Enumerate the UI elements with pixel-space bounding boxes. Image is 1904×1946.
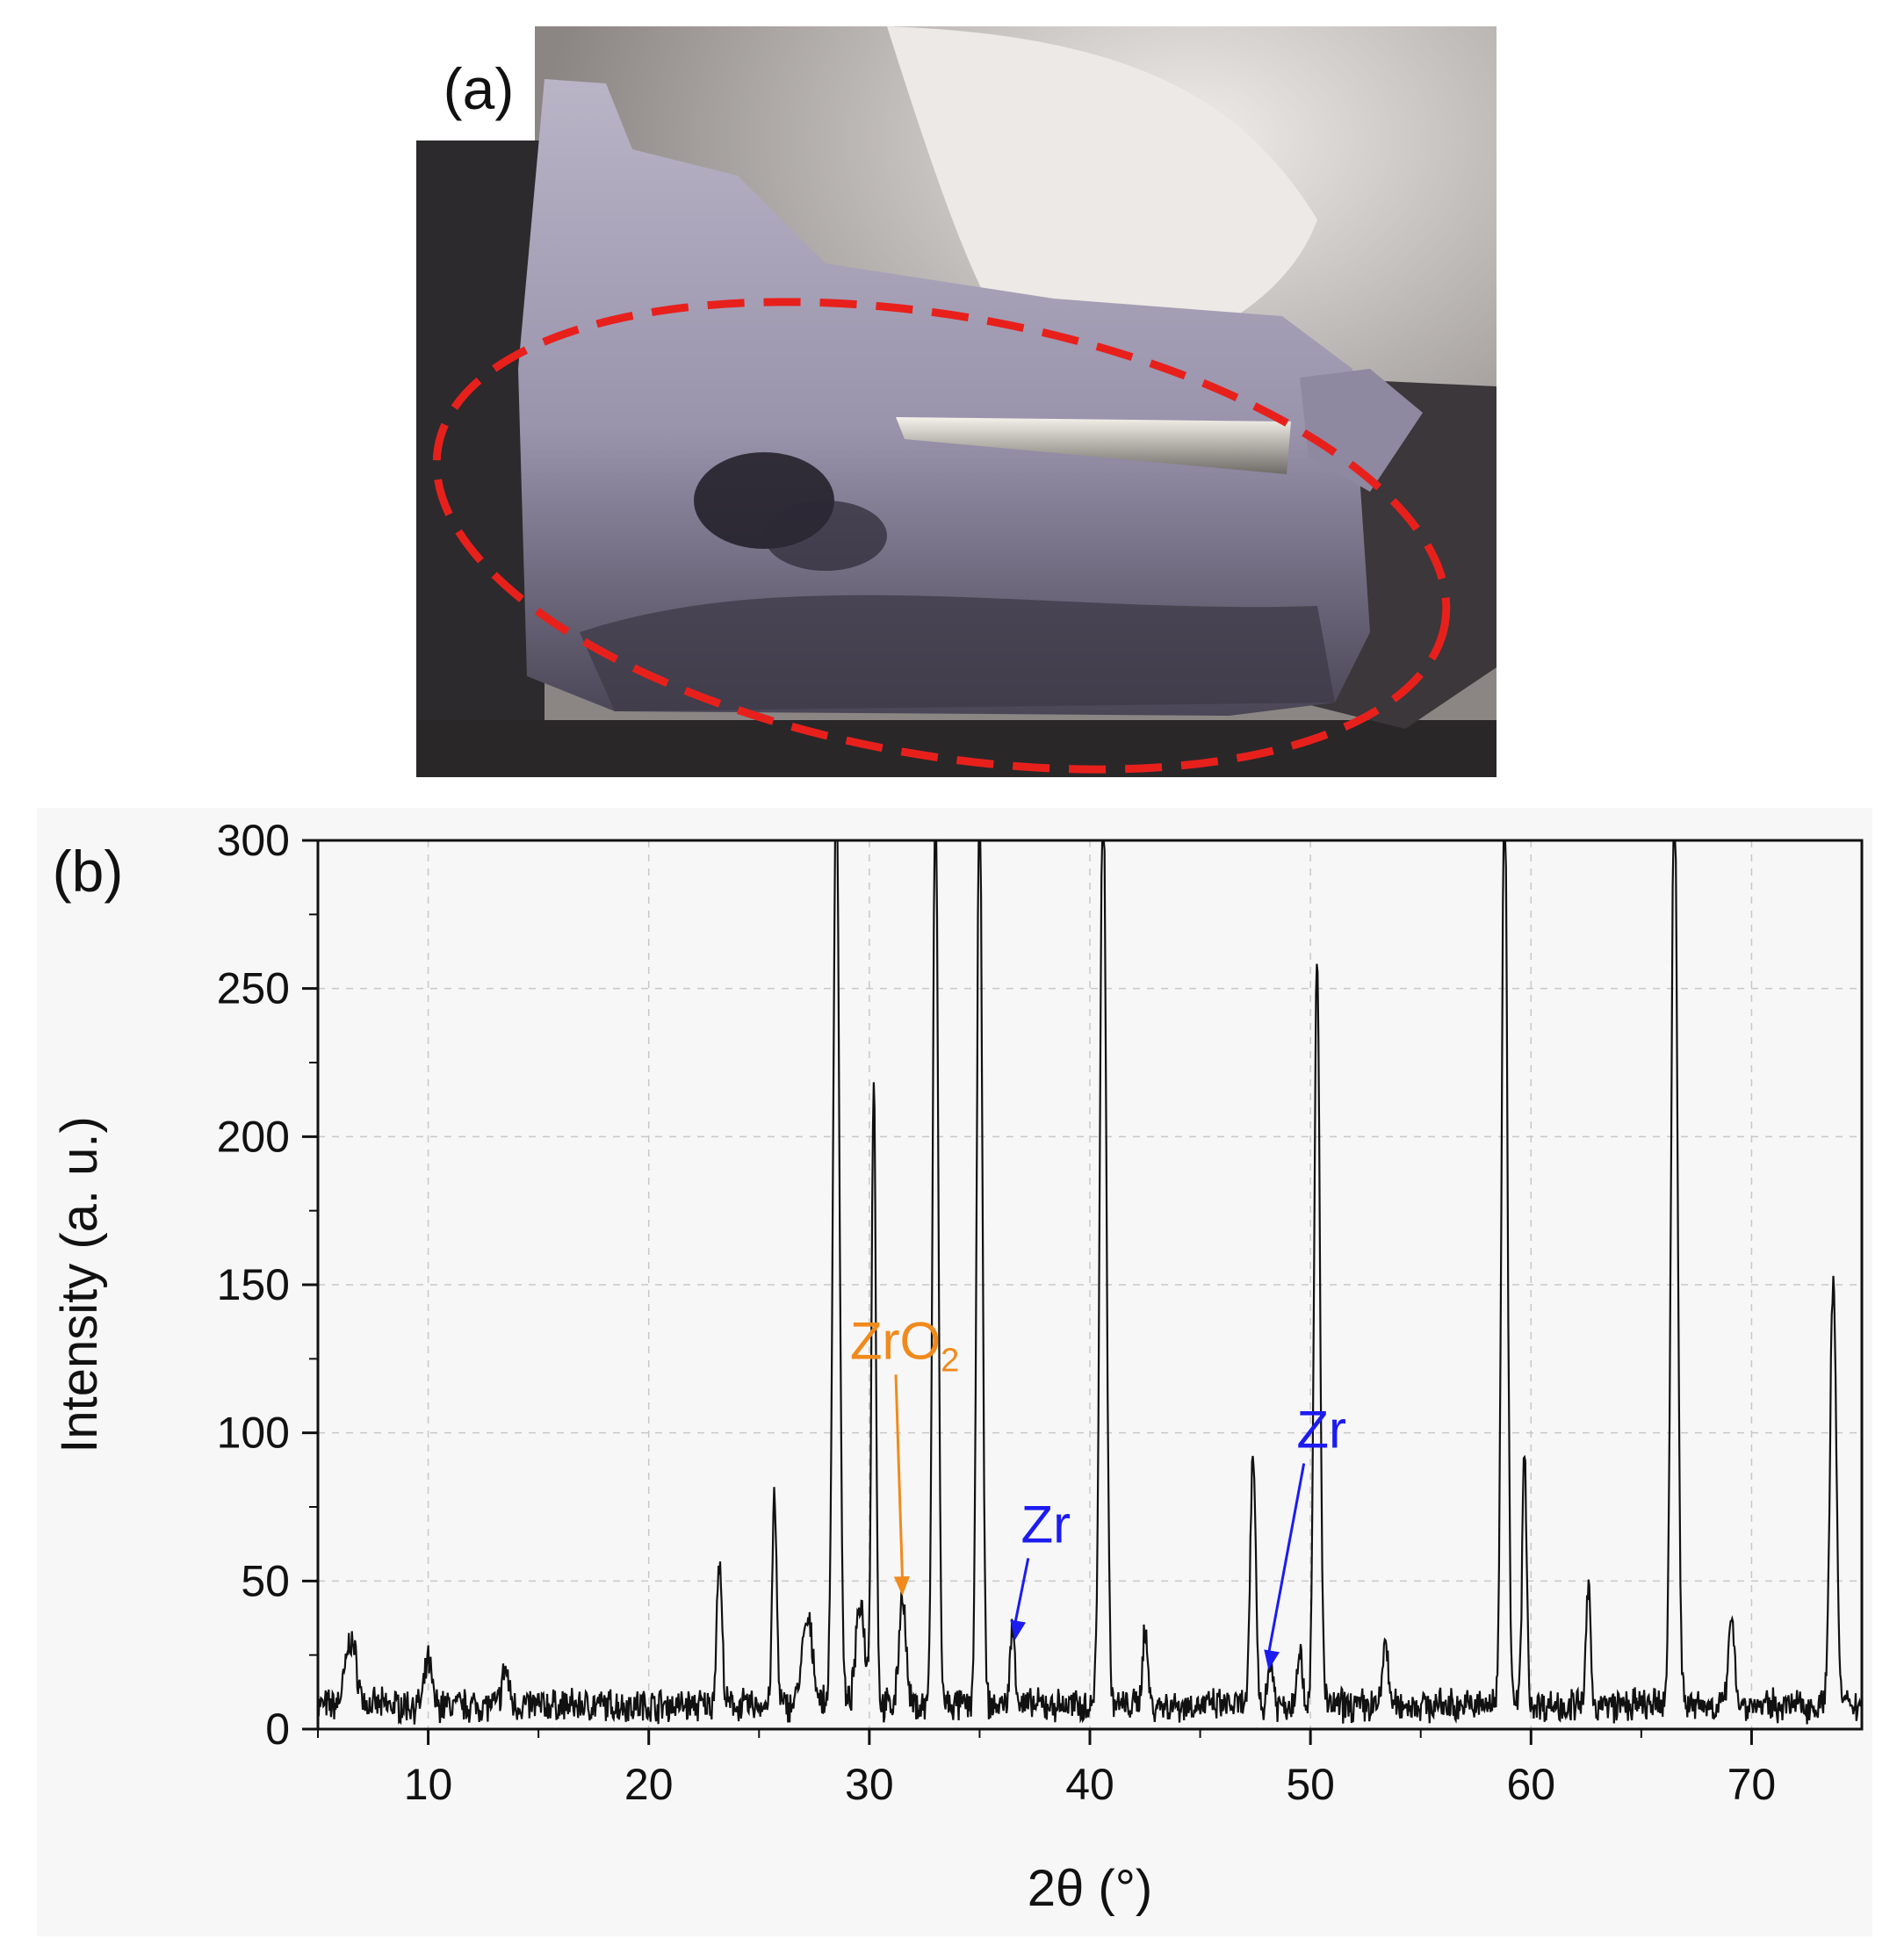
x-tick-label: 40 <box>1065 1760 1114 1809</box>
x-tick-label: 10 <box>404 1760 453 1809</box>
y-tick-label: 0 <box>265 1705 290 1754</box>
y-tick-label: 50 <box>241 1556 290 1605</box>
annotation-subscript: 2 <box>941 1342 959 1379</box>
sample-body <box>518 79 1370 716</box>
x-axis-label: 2θ (°) <box>1028 1860 1152 1917</box>
x-tick-label: 50 <box>1286 1760 1335 1809</box>
highlight-ellipse <box>432 298 1451 774</box>
annotation-arrowhead <box>1010 1619 1027 1640</box>
sample-shadow <box>580 595 1335 711</box>
annotation-arrowhead <box>1264 1649 1280 1670</box>
photo-label-box <box>416 26 535 141</box>
plot-frame <box>316 839 1864 1731</box>
panel-a-label: (a) <box>444 56 515 121</box>
annotation-arrow-line <box>894 1374 905 1581</box>
axis-ticks: 10 20 30 40 50 60 70 0 50 100 150 200 250 300 <box>217 816 1777 1809</box>
x-tick-label: 20 <box>624 1760 674 1809</box>
annotation-label: Zr <box>1296 1401 1346 1460</box>
y-tick-label: 100 <box>217 1409 290 1458</box>
photo-panel: (a) <box>416 26 1497 777</box>
grid <box>318 840 1862 1729</box>
x-tick-label: 30 <box>845 1760 894 1809</box>
y-axis-label: Intensity (a. u.) <box>51 1116 108 1453</box>
metal-strip <box>896 417 1291 474</box>
x-tick-label: 70 <box>1727 1760 1777 1809</box>
holder-base <box>416 720 1497 777</box>
sample-edge <box>1300 369 1423 492</box>
xrd-pattern-line <box>317 839 1863 1726</box>
holder-left-bar <box>416 141 545 777</box>
annotation-arrow-line <box>1266 1463 1306 1654</box>
annotation-label: Zr <box>1021 1495 1071 1553</box>
annotation-arrow-line <box>1013 1558 1030 1625</box>
y-tick-label: 250 <box>217 964 290 1013</box>
dark-spot-2 <box>764 501 887 571</box>
y-tick-label: 200 <box>217 1112 290 1161</box>
chart-background <box>37 808 1872 1936</box>
y-tick-label: 150 <box>217 1260 290 1309</box>
panel-b-label: (b) <box>53 839 124 904</box>
annotation-arrowhead <box>893 1575 910 1596</box>
y-tick-label: 300 <box>217 816 290 865</box>
x-tick-label: 60 <box>1506 1760 1555 1809</box>
